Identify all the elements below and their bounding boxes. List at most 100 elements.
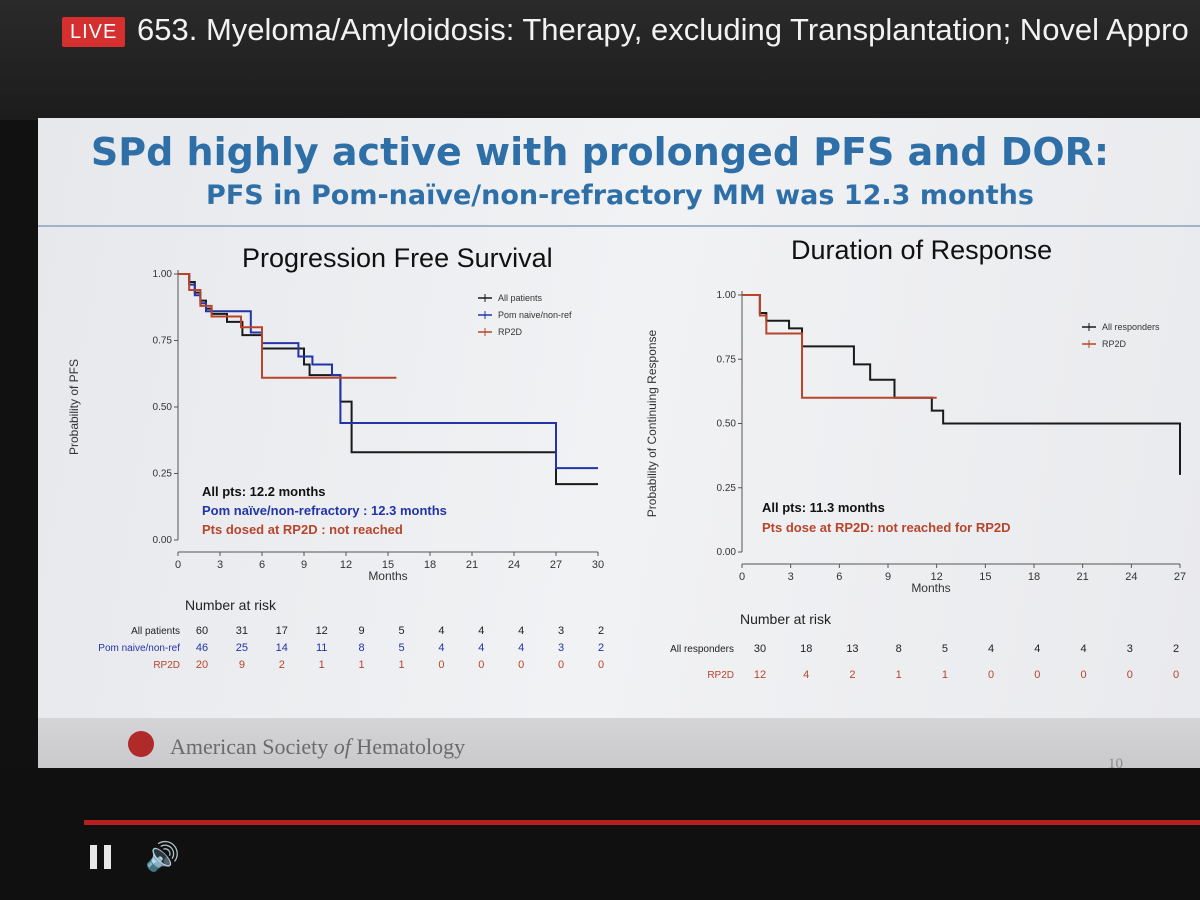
- video-player-controls: [0, 768, 1200, 900]
- dor-x-tick-label: 21: [1077, 571, 1089, 583]
- pfs-risk-cell: 60: [196, 625, 208, 637]
- pfs-risk-cell: 2: [598, 625, 604, 637]
- pfs-chart-title: Progression Free Survival: [242, 243, 553, 273]
- pfs-risk-cell: 4: [518, 642, 524, 654]
- volume-icon[interactable]: 🔊: [145, 841, 180, 872]
- dor-x-tick-label: 15: [979, 571, 991, 583]
- presentation-slide: [38, 118, 1200, 718]
- ash-logo-icon: [128, 731, 154, 757]
- pfs-risk-cell: 3: [558, 625, 564, 637]
- pfs-risk-cell: 17: [276, 625, 288, 637]
- pfs-x-tick-label: 6: [259, 559, 265, 571]
- dor-y-tick-label: 0.25: [717, 483, 737, 494]
- pfs-annotation: All pts: 12.2 months: [202, 484, 326, 499]
- dor-x-tick-label: 0: [739, 571, 745, 583]
- pfs-risk-cell: 5: [398, 625, 404, 637]
- dor-risk-table-title: Number at risk: [740, 611, 832, 627]
- pfs-risk-row-label: RP2D: [153, 660, 180, 671]
- live-badge: LIVE: [62, 17, 126, 47]
- pfs-risk-cell: 14: [276, 642, 288, 654]
- dor-risk-cell: 4: [1034, 643, 1040, 655]
- slide-subtitle: PFS in Pom-naïve/non-refractory MM was 1…: [206, 180, 1034, 211]
- pause-button[interactable]: [90, 845, 114, 869]
- pfs-legend-label: Pom naive/non-ref: [498, 310, 572, 320]
- pfs-risk-cell: 0: [558, 659, 564, 671]
- pfs-risk-cell: 1: [319, 659, 325, 671]
- dor-risk-cell: 30: [754, 643, 766, 655]
- pfs-risk-cell: 4: [438, 625, 444, 637]
- pause-icon-bar: [104, 845, 111, 869]
- pfs-annotation: Pts dosed at RP2D : not reached: [202, 522, 403, 537]
- pfs-x-tick-label: 21: [466, 559, 478, 571]
- dor-risk-cell: 0: [1034, 669, 1040, 681]
- pfs-y-tick-label: 0.00: [153, 535, 173, 546]
- dor-risk-cell: 2: [1173, 643, 1179, 655]
- pfs-x-tick-label: 3: [217, 559, 223, 571]
- pfs-legend-label: All patients: [498, 293, 543, 303]
- dor-y-tick-label: 0.75: [717, 354, 737, 365]
- footer-org-part-c: Hematology: [350, 734, 466, 759]
- dor-risk-cell: 0: [1080, 669, 1086, 681]
- stream-header: [0, 0, 1200, 120]
- pfs-x-tick-label: 30: [592, 559, 604, 571]
- dor-x-tick-label: 27: [1174, 571, 1186, 583]
- dor-legend-label: RP2D: [1102, 339, 1127, 349]
- pfs-risk-cell: 0: [438, 659, 444, 671]
- dor-risk-cell: 0: [1127, 669, 1133, 681]
- dor-legend-label: All responders: [1102, 322, 1160, 332]
- dor-risk-cell: 1: [942, 669, 948, 681]
- pfs-risk-cell: 46: [196, 642, 208, 654]
- pfs-risk-cell: 8: [359, 642, 365, 654]
- pfs-risk-row-label: All patients: [131, 626, 180, 637]
- pfs-risk-cell: 0: [478, 659, 484, 671]
- pfs-y-tick-label: 0.25: [153, 469, 173, 480]
- dor-y-tick-label: 1.00: [717, 290, 737, 301]
- pfs-legend-label: RP2D: [498, 327, 523, 337]
- dor-risk-cell: 2: [849, 669, 855, 681]
- pfs-risk-cell: 3: [558, 642, 564, 654]
- dor-risk-cell: 8: [896, 643, 902, 655]
- pfs-y-tick-label: 0.50: [153, 402, 173, 413]
- footer-org-part-a: American Society: [170, 734, 334, 759]
- pfs-x-tick-label: 15: [382, 559, 394, 571]
- playback-progress-bar[interactable]: [84, 820, 1200, 825]
- pfs-y-tick-label: 0.75: [153, 336, 173, 347]
- pfs-risk-cell: 4: [438, 642, 444, 654]
- title-divider: [38, 225, 1200, 227]
- pfs-series-line-0: [178, 273, 598, 486]
- pfs-risk-cell: 0: [518, 659, 524, 671]
- pfs-risk-cell: 20: [196, 659, 208, 671]
- pfs-x-tick-label: 0: [175, 559, 181, 571]
- dor-risk-cell: 0: [988, 669, 994, 681]
- dor-risk-cell: 13: [846, 643, 858, 655]
- dor-x-tick-label: 3: [788, 571, 794, 583]
- pfs-risk-cell: 9: [359, 625, 365, 637]
- dor-risk-row-label: RP2D: [707, 670, 734, 681]
- dor-y-axis-label: Probability of Continuing Response: [645, 329, 659, 517]
- pfs-x-tick-label: 12: [340, 559, 352, 571]
- pfs-risk-cell: 0: [598, 659, 604, 671]
- pfs-series-line-1: [178, 273, 598, 470]
- dor-chart-title: Duration of Response: [791, 235, 1053, 265]
- dor-risk-cell: 12: [754, 669, 766, 681]
- pfs-risk-cell: 11: [316, 642, 327, 654]
- dor-x-tick-label: 24: [1125, 571, 1137, 583]
- pfs-y-tick-label: 1.00: [153, 269, 173, 280]
- pfs-risk-cell: 9: [239, 659, 245, 671]
- dor-x-axis-label: Months: [911, 581, 950, 595]
- dor-risk-cell: 1: [896, 669, 902, 681]
- dor-series-line-1: [742, 294, 937, 399]
- pfs-risk-table-title: Number at risk: [185, 597, 277, 613]
- pfs-annotation: Pom naïve/non-refractory : 12.3 months: [202, 503, 447, 518]
- footer-org-part-b: of: [333, 734, 351, 759]
- pfs-risk-cell: 4: [478, 625, 484, 637]
- dor-x-tick-label: 9: [885, 571, 891, 583]
- pfs-risk-cell: 2: [598, 642, 604, 654]
- dor-risk-row-label: All responders: [670, 644, 734, 655]
- pfs-risk-cell: 2: [279, 659, 285, 671]
- pfs-x-tick-label: 9: [301, 559, 307, 571]
- dor-x-tick-label: 18: [1028, 571, 1040, 583]
- pfs-risk-cell: 5: [398, 642, 404, 654]
- dor-x-tick-label: 12: [931, 571, 943, 583]
